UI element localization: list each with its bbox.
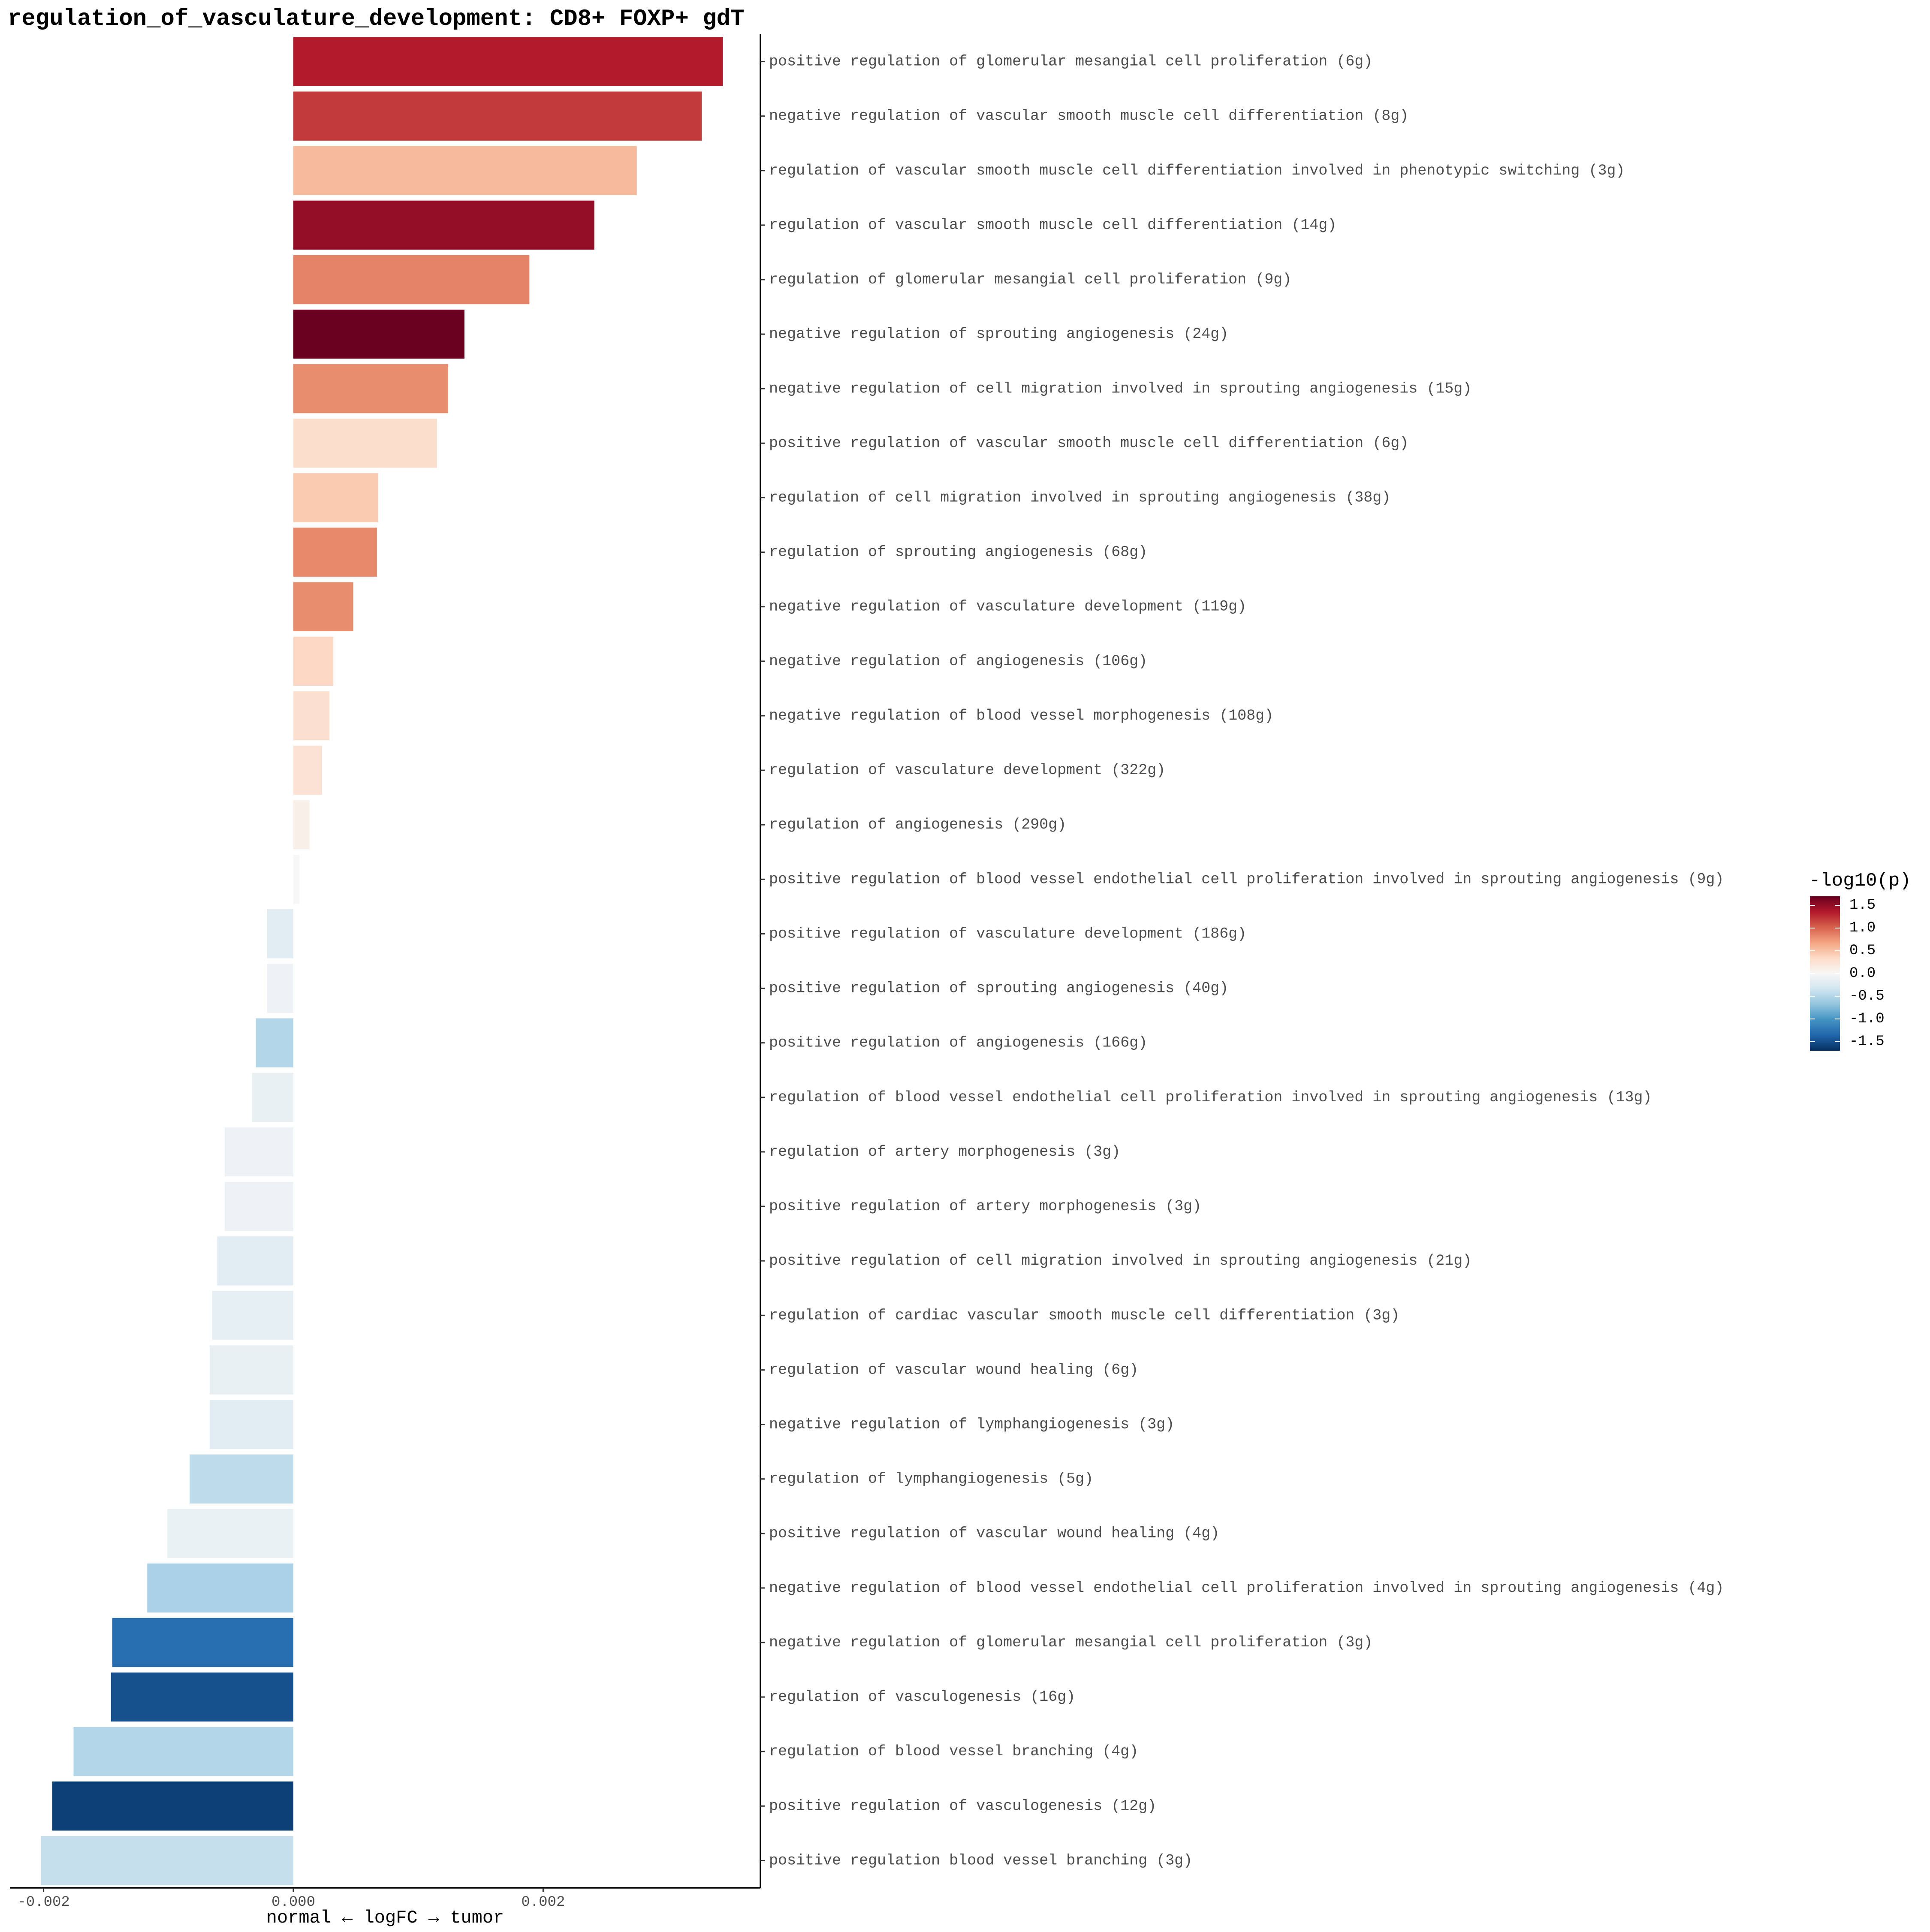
category-label: regulation of blood vessel endothelial c…: [769, 1089, 1652, 1106]
category-label: positive regulation of angiogenesis (166…: [769, 1034, 1147, 1052]
legend-tick-label: -1.0: [1849, 1011, 1885, 1027]
bar: [256, 1018, 293, 1067]
category-label: positive regulation blood vessel branchi…: [769, 1852, 1192, 1869]
category-label: regulation of vascular smooth muscle cel…: [769, 162, 1625, 179]
category-label: regulation of vasculature development (3…: [769, 762, 1165, 779]
category-label: negative regulation of vascular smooth m…: [769, 108, 1408, 125]
category-label: negative regulation of blood vessel morp…: [769, 707, 1273, 724]
bar: [293, 91, 702, 141]
category-label: positive regulation of blood vessel endo…: [769, 871, 1724, 888]
category-label: negative regulation of angiogenesis (106…: [769, 653, 1147, 670]
bar: [147, 1563, 293, 1613]
bar: [293, 419, 437, 468]
category-label: regulation of vascular wound healing (6g…: [769, 1361, 1138, 1378]
chart-title: regulation_of_vasculature_development: C…: [8, 6, 744, 32]
bar: [293, 255, 530, 304]
bar: [293, 855, 300, 904]
category-label: positive regulation of vasculature devel…: [769, 925, 1246, 942]
bar: [190, 1454, 293, 1504]
bar: [112, 1618, 293, 1667]
bar: [217, 1236, 293, 1286]
bar: [293, 473, 378, 522]
bar: [267, 964, 293, 1013]
color-legend: -log10(p) 1.5 1.0 0.5 0.0 -0.5 -1.0 -1.5: [1809, 870, 1911, 1051]
bar: [293, 309, 464, 359]
category-label: regulation of lymphangiogenesis (5g): [769, 1471, 1093, 1488]
bar: [293, 800, 310, 850]
category-label: regulation of angiogenesis (290g): [769, 816, 1066, 833]
bar: [167, 1509, 293, 1558]
category-label: negative regulation of glomerular mesang…: [769, 1634, 1372, 1651]
bar: [293, 636, 334, 686]
bar: [293, 200, 594, 250]
bar: [293, 691, 330, 741]
bar: [293, 364, 449, 413]
bar: [293, 527, 377, 577]
category-label: regulation of vasculogenesis (16g): [769, 1688, 1075, 1706]
bar: [212, 1291, 293, 1340]
legend-ticks: 1.5 1.0 0.5 0.0 -0.5 -1.0 -1.5: [1810, 897, 1885, 1050]
bar: [111, 1672, 293, 1722]
bar: [224, 1127, 293, 1177]
legend-title: -log10(p): [1809, 870, 1911, 892]
legend-tick-label: 1.0: [1849, 920, 1876, 936]
category-label: positive regulation of vascular smooth m…: [769, 434, 1408, 452]
x-ticks-layer: -0.002 0.000 0.002: [17, 1888, 565, 1911]
x-tick-label: 0.000: [271, 1894, 315, 1911]
bar: [52, 1781, 293, 1831]
category-label: regulation of cardiac vascular smooth mu…: [769, 1307, 1399, 1324]
category-label: positive regulation of cell migration in…: [769, 1252, 1472, 1269]
bar: [293, 37, 723, 86]
category-label: regulation of artery morphogenesis (3g): [769, 1143, 1120, 1160]
bar: [293, 146, 637, 195]
category-label: positive regulation of sprouting angioge…: [769, 980, 1228, 997]
x-tick-label: 0.002: [521, 1894, 565, 1911]
legend-tick-label: -1.5: [1849, 1034, 1885, 1050]
category-label: negative regulation of vasculature devel…: [769, 598, 1246, 615]
bar: [209, 1345, 293, 1395]
category-label: positive regulation of glomerular mesang…: [769, 53, 1372, 70]
bar: [293, 582, 353, 631]
x-tick-label: -0.002: [17, 1894, 69, 1911]
category-label: regulation of cell migration involved in…: [769, 489, 1390, 506]
legend-tick-label: -0.5: [1849, 988, 1885, 1004]
bar: [73, 1727, 293, 1776]
bar: [41, 1836, 293, 1885]
category-label: positive regulation of vasculogenesis (1…: [769, 1797, 1156, 1814]
category-label: negative regulation of lymphangiogenesis…: [769, 1416, 1174, 1433]
category-label: positive regulation of artery morphogene…: [769, 1198, 1201, 1215]
category-label: negative regulation of cell migration in…: [769, 380, 1472, 397]
category-labels-layer: positive regulation of glomerular mesang…: [760, 53, 1724, 1869]
bar: [267, 909, 293, 958]
category-label: positive regulation of vascular wound he…: [769, 1525, 1219, 1542]
legend-tick-label: 0.0: [1849, 965, 1876, 982]
bar: [252, 1073, 293, 1122]
category-label: regulation of glomerular mesangial cell …: [769, 271, 1291, 288]
bar: [209, 1400, 293, 1449]
x-axis-title: normal ← logFC → tumor: [266, 1908, 504, 1928]
category-label: regulation of vascular smooth muscle cel…: [769, 217, 1336, 234]
bars-layer: [41, 37, 723, 1885]
category-label: regulation of blood vessel branching (4g…: [769, 1743, 1138, 1760]
axes-layer: [10, 34, 761, 1889]
bar: [224, 1182, 293, 1231]
legend-tick-label: 1.5: [1849, 897, 1876, 913]
legend-tick-label: 0.5: [1849, 943, 1876, 959]
category-label: negative regulation of sprouting angioge…: [769, 326, 1228, 343]
category-label: negative regulation of blood vessel endo…: [769, 1579, 1724, 1597]
category-label: regulation of sprouting angiogenesis (68…: [769, 544, 1147, 561]
bar: [293, 745, 322, 795]
